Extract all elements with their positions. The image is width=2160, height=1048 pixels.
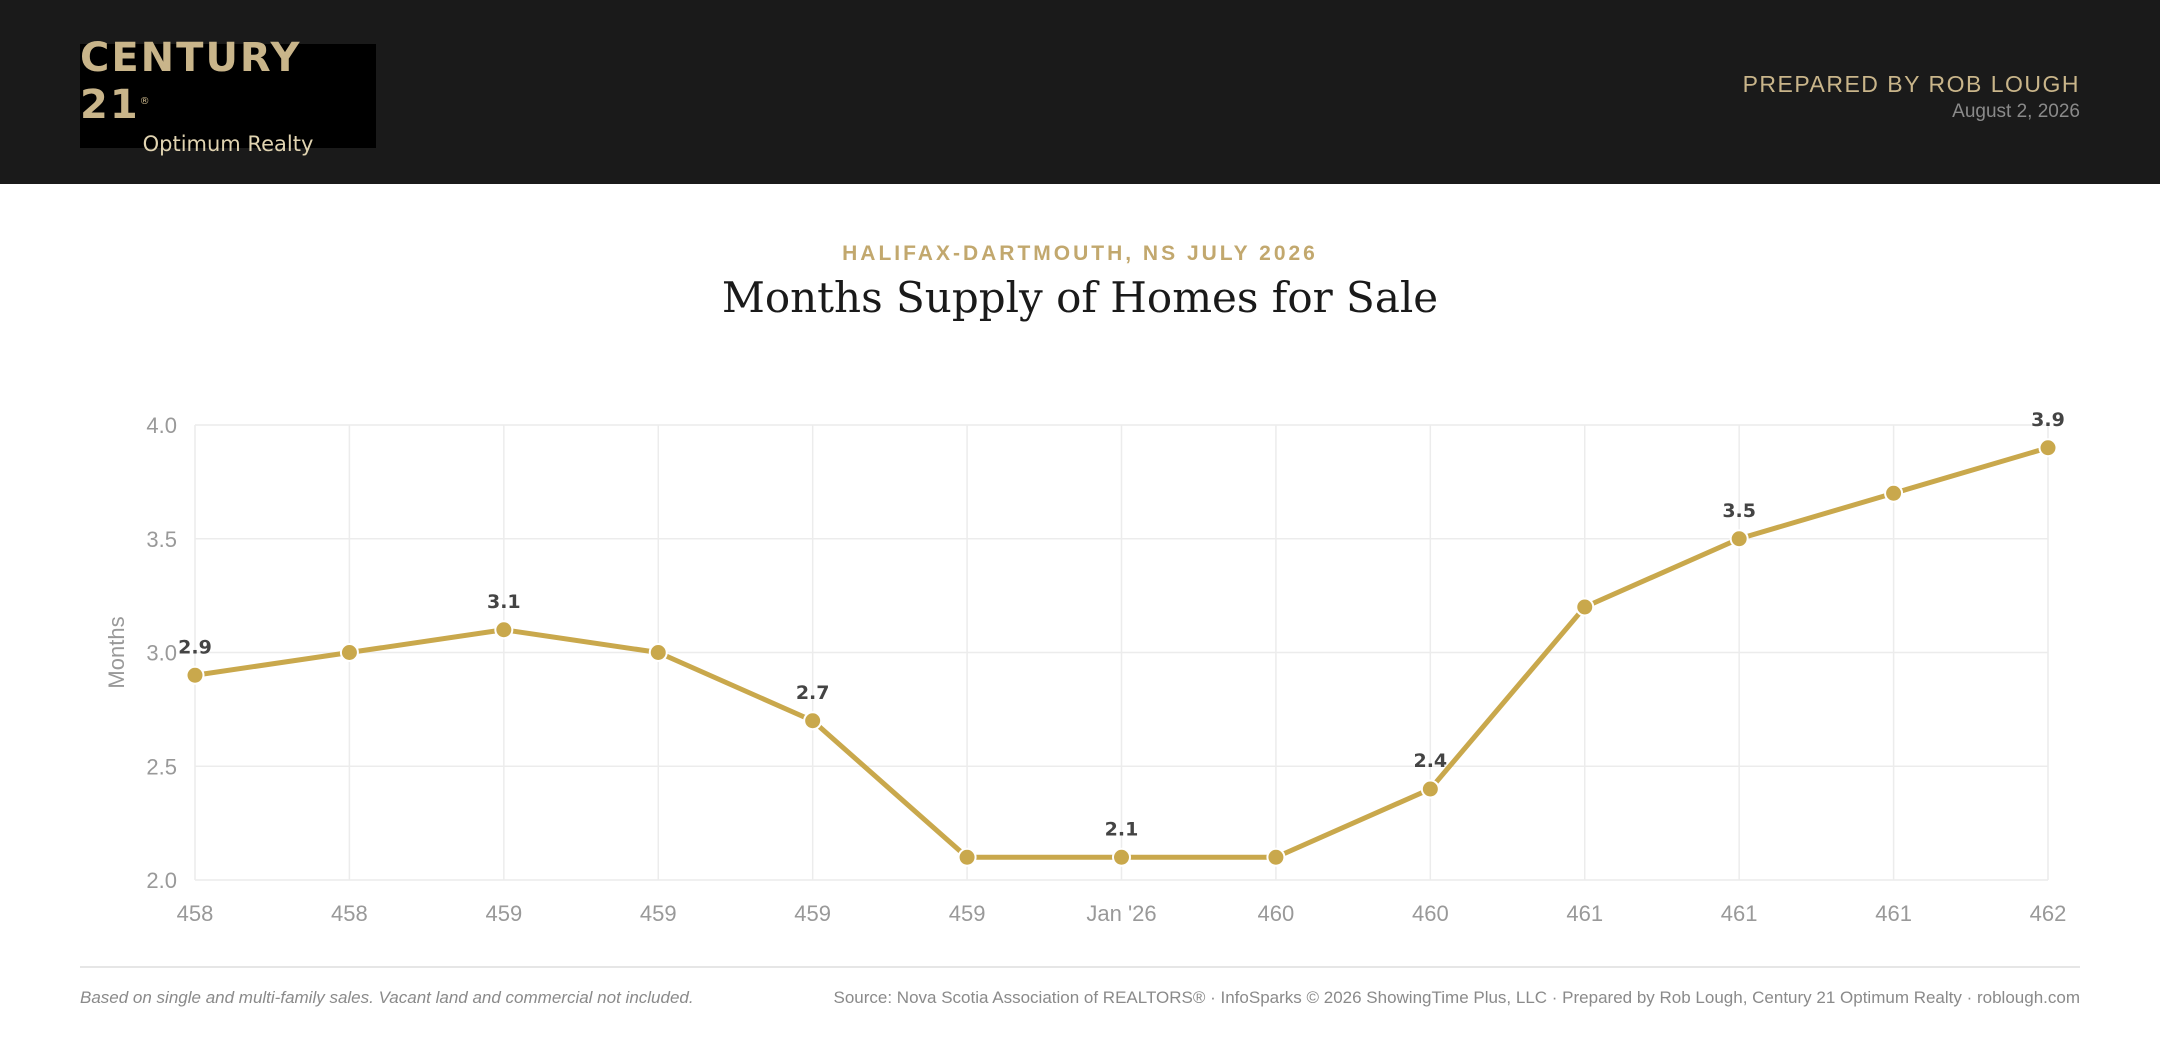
data-point [1266, 847, 1286, 867]
data-label: 2.9 [178, 636, 212, 658]
data-label: 3.5 [1722, 500, 1756, 522]
x-tick-label: 459 [640, 901, 677, 926]
data-label: 2.7 [796, 682, 830, 704]
footer-note: Based on single and multi-family sales. … [80, 988, 694, 1007]
chart-subtitle: HALIFAX-DARTMOUTH, NS JULY 2026 [842, 242, 1318, 265]
data-point [1420, 779, 1440, 799]
x-tick-label: 460 [1258, 901, 1295, 926]
data-point [339, 643, 359, 662]
x-tick-label: 458 [177, 901, 214, 926]
y-tick-label: 3.0 [146, 641, 177, 666]
century21-logo: CENTURY 21® Optimum Realty [80, 36, 376, 156]
x-tick-label: 461 [1721, 901, 1758, 926]
prepared-info: PREPARED BY ROB LOUGH August 2, 2026 [1743, 70, 2080, 124]
logo-subtitle: Optimum Realty [142, 131, 314, 156]
data-point [1575, 597, 1595, 617]
logo-brand: CENTURY 21® [80, 34, 302, 128]
x-tick-label: 461 [1875, 901, 1912, 926]
x-tick-label: 459 [949, 901, 986, 926]
data-point [1112, 847, 1131, 867]
data-point [1884, 483, 1904, 503]
x-tick-label: 460 [1412, 901, 1449, 926]
data-label: 3.9 [2031, 409, 2065, 431]
data-label: 2.4 [1413, 750, 1447, 772]
data-point [648, 643, 668, 662]
x-tick-label: Jan '26 [1086, 901, 1156, 926]
data-point [2038, 438, 2058, 458]
data-point [494, 620, 514, 640]
y-axis-label: Months [104, 616, 129, 688]
x-tick-label: 458 [331, 901, 368, 926]
data-label: 2.1 [1105, 818, 1139, 840]
footer-source: Source: Nova Scotia Association of REALT… [833, 988, 2081, 1007]
prepared-by: PREPARED BY ROB LOUGH [1742, 71, 2080, 97]
footer-divider [80, 966, 2080, 968]
data-point [957, 847, 977, 867]
x-tick-label: 462 [2030, 901, 2067, 926]
y-tick-label: 2.0 [146, 868, 177, 893]
chart-title: Months Supply of Homes for Sale [721, 273, 1439, 322]
y-tick-label: 4.0 [146, 413, 177, 438]
data-point [1729, 529, 1749, 549]
header-bar: CENTURY 21® Optimum Realty PREPARED BY R… [0, 0, 2160, 184]
x-tick-label: 459 [485, 901, 522, 926]
x-tick-label: 461 [1566, 901, 1603, 926]
data-point [185, 665, 205, 685]
report-date: August 2, 2026 [1952, 101, 2080, 122]
data-point [803, 711, 823, 731]
y-tick-label: 3.5 [146, 527, 177, 552]
x-tick-label: 459 [794, 901, 831, 926]
data-label: 3.1 [487, 591, 521, 613]
y-tick-label: 2.5 [146, 754, 177, 779]
